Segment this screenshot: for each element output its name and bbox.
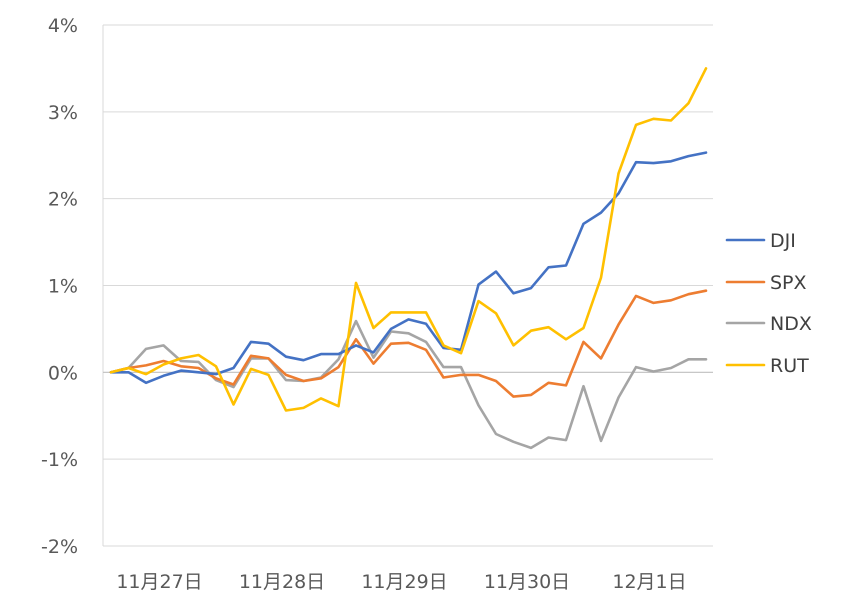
x-tick-labels: 11月27日 11月28日 11月29日 11月30日 12月1日: [116, 571, 686, 593]
series-line-rut: [109, 67, 708, 412]
gridlines: [103, 24, 713, 547]
y-tick-label: 4%: [48, 15, 78, 37]
legend-item-ndx: NDX: [725, 313, 812, 335]
legend-label: NDX: [770, 313, 812, 335]
y-tick-label: -1%: [41, 449, 78, 471]
x-tick-label: 11月29日: [361, 571, 447, 593]
series-line-spx: [109, 289, 708, 398]
legend-label: DJI: [770, 230, 796, 252]
y-tick-label: -2%: [41, 536, 78, 558]
x-tick-label: 11月27日: [116, 571, 202, 593]
y-tick-label: 3%: [48, 102, 78, 124]
legend: DJI SPX NDX RUT: [725, 230, 812, 377]
y-tick-labels: 4% 3% 2% 1% 0% -1% -2%: [41, 15, 78, 558]
x-tick-label: 11月30日: [484, 571, 570, 593]
legend-item-dji: DJI: [725, 230, 796, 252]
legend-label: RUT: [770, 355, 809, 377]
series-line-ndx: [109, 319, 708, 450]
x-tick-label: 12月1日: [612, 571, 686, 593]
y-tick-label: 0%: [48, 362, 78, 384]
legend-item-rut: RUT: [725, 355, 809, 377]
series-line-dji: [109, 151, 708, 385]
y-tick-label: 2%: [48, 189, 78, 211]
legend-label: SPX: [770, 272, 807, 294]
x-tick-label: 11月28日: [239, 571, 325, 593]
legend-item-spx: SPX: [725, 272, 807, 294]
series-lines: [109, 67, 708, 450]
y-tick-label: 1%: [48, 276, 78, 298]
